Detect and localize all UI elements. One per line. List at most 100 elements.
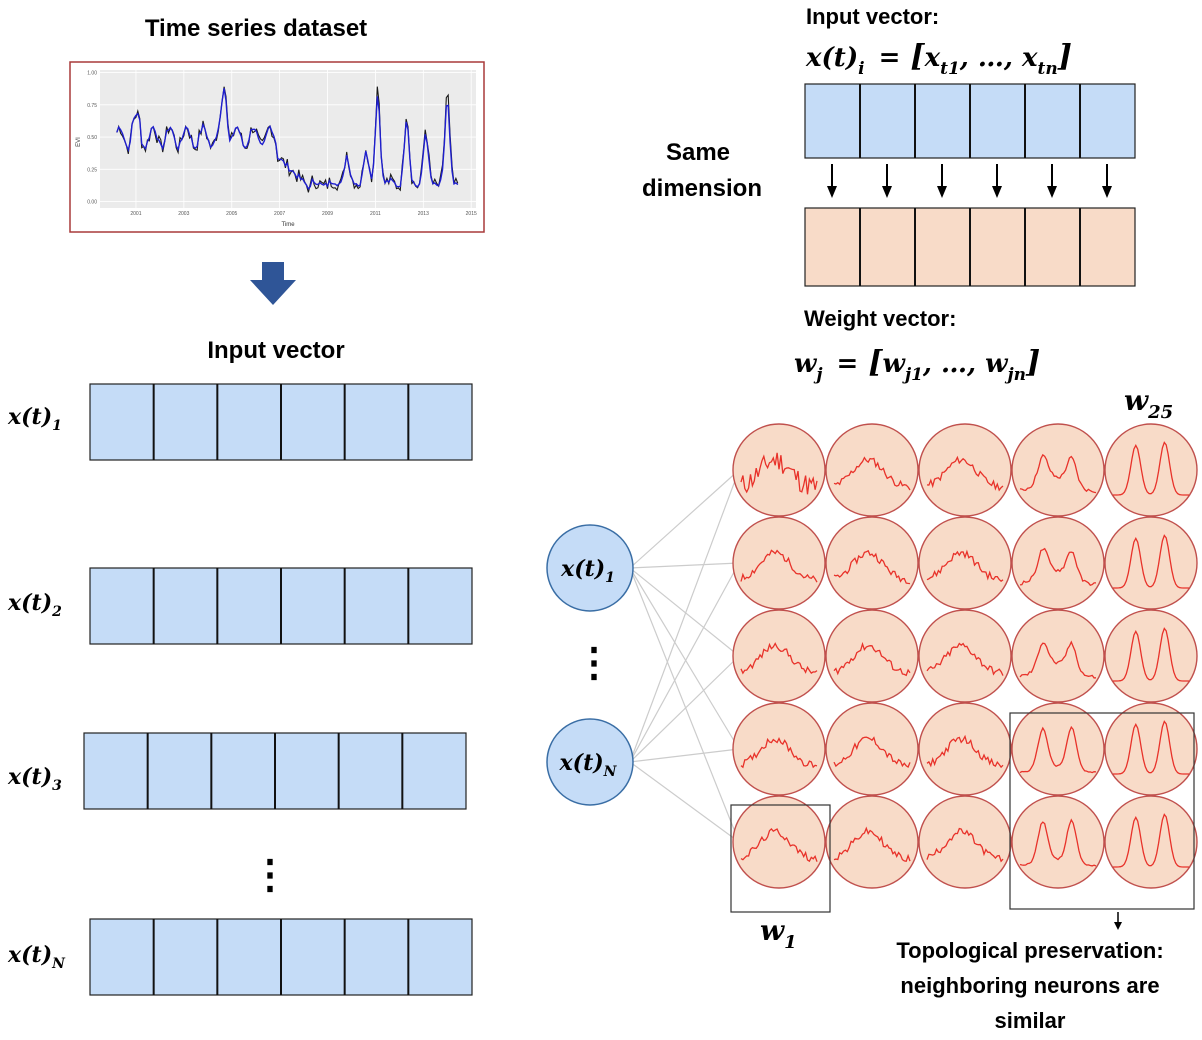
input-node-1: x(t)1	[546, 524, 634, 612]
connection-line	[629, 761, 740, 843]
inset-y-ticks: 0.00 0.25 0.50 0.75 1.00	[87, 71, 97, 206]
neuron-w23	[918, 423, 1012, 517]
inset-x-tick-label: 2011	[370, 211, 381, 217]
inset-y-axis-label: EVI	[76, 137, 82, 147]
connection-line	[629, 655, 740, 763]
input-vectors-list	[83, 383, 473, 996]
neuron-w20	[1104, 516, 1198, 610]
dataset-title: Time series dataset	[145, 15, 367, 42]
input-vector-heading: Input vector	[207, 337, 344, 364]
neuron-prototype-curve	[740, 736, 818, 769]
neuron-w8	[918, 702, 1012, 796]
neuron-prototype-curve	[1113, 813, 1189, 868]
inset-gridlines	[100, 70, 476, 208]
inset-x-tick-label: 2009	[322, 211, 333, 217]
input-vector-colon-heading: Input vector:	[806, 4, 939, 29]
dimension-arrow-icon	[882, 164, 892, 198]
inset-panel	[100, 70, 476, 208]
inset-x-tick-label: 2007	[274, 211, 285, 217]
time-series-inset-chart: 0.000.250.500.751.00 2001 2003 2005 2007 200…	[69, 61, 485, 233]
connection-line	[629, 469, 740, 569]
neuron-w15	[1104, 609, 1198, 703]
top-input-vector	[804, 83, 1136, 159]
weight-formula: wj = [wj1, …, wjn]	[794, 345, 1040, 385]
topology-caption-line3: similar	[995, 1008, 1066, 1033]
som-neuron-grid	[732, 423, 1198, 889]
neuron-prototype-curve	[1113, 720, 1189, 775]
w1-label: w1	[760, 914, 797, 953]
neuron-prototype-curve	[1019, 640, 1097, 679]
dimension-arrows	[827, 164, 1112, 198]
svg-text:wj=[wj1, …, wjn]: wj = [wj1, …, wjn]	[794, 345, 1040, 385]
neuron-w25	[1104, 423, 1198, 517]
inset-x-axis-label: Time	[281, 222, 295, 228]
input-vector-label-2: x(t)2	[7, 590, 62, 620]
neuron-w3	[918, 795, 1012, 889]
input-vector-row-3	[83, 732, 467, 810]
neuron-w18	[918, 516, 1012, 610]
connection-line	[629, 567, 740, 843]
input-vector-label-3: x(t)3	[7, 764, 62, 794]
node-ellipsis: ⋮	[574, 639, 614, 686]
connection-line	[629, 562, 740, 763]
top-weight-vector	[804, 207, 1136, 287]
inset-y-tick-label: 1.00	[87, 71, 97, 77]
neuron-prototype-curve	[740, 827, 818, 863]
neuron-w14	[1011, 609, 1105, 703]
vertical-ellipsis: ⋮	[250, 851, 290, 898]
neuron-prototype-curve	[833, 736, 911, 768]
neuron-w12	[825, 609, 919, 703]
same-dimension-line1: Same	[666, 139, 730, 166]
svg-text:x(t)1: x(t)1	[560, 556, 615, 586]
neuron-w21	[732, 423, 826, 517]
connection-line	[629, 567, 740, 750]
caption-arrow	[1114, 912, 1122, 930]
dimension-arrow-icon	[1047, 164, 1057, 198]
smoothed-series-line	[116, 88, 459, 191]
neuron-prototype-curve	[1019, 453, 1097, 494]
connection-line	[629, 469, 740, 763]
neuron-prototype-curve	[833, 456, 911, 491]
neuron-w16	[732, 516, 826, 610]
neuron-prototype-curve	[740, 642, 818, 675]
inset-x-tick-label: 2015	[466, 211, 477, 217]
inset-x-ticks: 2001 2003 2005 2007 2009 2011 2013 2015	[130, 211, 477, 217]
neuron-prototype-curve	[1113, 441, 1189, 496]
input-node-n: x(t)N	[546, 718, 634, 806]
input-vector-row-4	[89, 918, 473, 996]
inset-y-tick-label: 0.25	[87, 167, 97, 173]
w25-label: w25	[1124, 384, 1173, 423]
neuron-w1	[732, 795, 826, 889]
w1-highlight-box	[730, 804, 831, 913]
neuron-prototype-curve	[926, 734, 1004, 769]
neuron-prototype-curve	[1019, 818, 1097, 867]
neuron-w17	[825, 516, 919, 610]
dimension-arrow-icon	[992, 164, 1002, 198]
weight-vector-cells	[804, 207, 1136, 287]
connection-line	[629, 748, 740, 763]
inset-x-tick-label: 2003	[178, 211, 189, 217]
inset-x-tick-label: 2001	[130, 211, 141, 217]
neuron-prototype-curve	[740, 452, 818, 495]
neuron-prototype-curve	[740, 549, 818, 583]
inset-y-tick-label: 0.75	[87, 103, 97, 109]
neuron-prototype-curve	[926, 642, 1004, 676]
neuron-prototype-curve	[1019, 725, 1097, 774]
topology-caption-line1: Topological preservation:	[896, 938, 1163, 963]
neuron-w4	[1011, 795, 1105, 889]
connection-line	[629, 562, 740, 569]
neuron-prototype-curve	[1113, 627, 1189, 682]
neuron-prototype-curve	[926, 455, 1004, 492]
inset-y-tick-label: 0.50	[87, 135, 97, 141]
input-to-neuron-connections	[629, 469, 740, 843]
neuron-prototype-curve	[926, 827, 1004, 863]
neuron-w22	[825, 423, 919, 517]
dimension-arrow-icon	[937, 164, 947, 198]
neuron-w13	[918, 609, 1012, 703]
input-vector-cells	[804, 83, 1136, 159]
neuron-prototype-curve	[926, 549, 1004, 583]
inset-x-tick-label: 2013	[418, 211, 429, 217]
neuron-w10	[1104, 702, 1198, 796]
neuron-prototype-curve	[1113, 534, 1189, 589]
